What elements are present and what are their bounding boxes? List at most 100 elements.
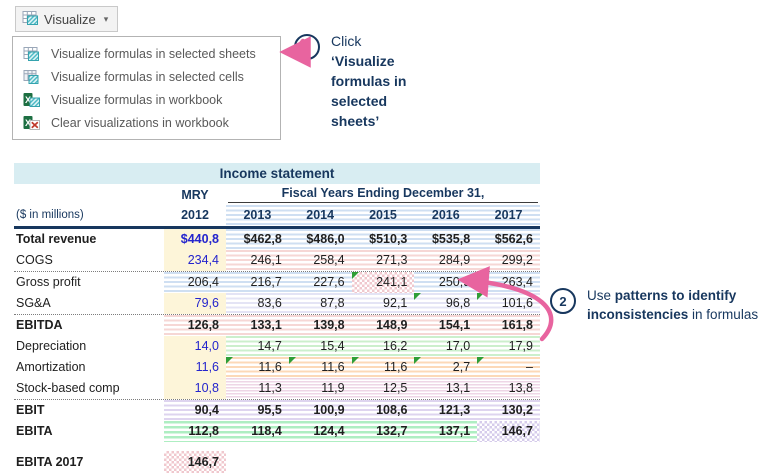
cell-value[interactable]: $462,8 [226, 229, 289, 250]
cell-value[interactable]: 13,8 [477, 378, 540, 399]
cell-value[interactable]: 11,6 [164, 357, 226, 378]
cell-value[interactable]: 132,7 [351, 421, 415, 442]
cell-value[interactable]: 227,6 [288, 272, 352, 293]
cell-value[interactable]: 146,7 [477, 421, 540, 442]
cell-value[interactable]: 154,1 [414, 315, 478, 336]
cell-value[interactable]: 263,4 [477, 272, 540, 293]
cell-value[interactable]: 100,9 [288, 400, 352, 421]
row-label: Depreciation [16, 339, 87, 353]
visualize-button[interactable]: Visualize ▾ [15, 6, 119, 32]
cell-value[interactable]: 241,1 [351, 272, 415, 293]
visualize-grid-icon [22, 10, 39, 29]
annotation-step-2: 2 Use patterns to identify inconsistenci… [550, 286, 765, 324]
menu-item-visualize-workbook[interactable]: X Visualize formulas in workbook [13, 88, 280, 111]
cell-value[interactable]: 137,1 [414, 421, 478, 442]
cell-value[interactable]: 234,4 [164, 250, 226, 271]
row-label: Stock-based comp [16, 381, 120, 395]
year-header-2014[interactable]: 2014 [288, 205, 352, 226]
cell-value[interactable]: $510,3 [351, 229, 415, 250]
cell-value[interactable]: 130,2 [477, 400, 540, 421]
cell-value[interactable]: $440,8 [164, 229, 226, 250]
cell-value[interactable]: 161,8 [477, 315, 540, 336]
cell-value[interactable]: 124,4 [288, 421, 352, 442]
step-2-badge: 2 [550, 288, 576, 314]
cell-value[interactable]: 139,8 [288, 315, 352, 336]
menu-item-visualize-selected-sheets[interactable]: Visualize formulas in selected sheets [13, 42, 280, 65]
cell-value[interactable]: 92,1 [351, 293, 415, 314]
cell-value[interactable]: 101,6 [477, 293, 540, 314]
cell-value[interactable]: 14,7 [226, 336, 289, 357]
cell-value[interactable]: 112,8 [164, 421, 226, 442]
table-row: Total revenue $440,8 $462,8 $486,0 $510,3 $53… [14, 229, 540, 250]
cell-value[interactable]: $562,6 [477, 229, 540, 250]
formula-warning-corner [477, 293, 485, 300]
cell-value[interactable]: 15,4 [288, 336, 352, 357]
cell-value[interactable]: 90,4 [164, 400, 226, 421]
table-row: EBIT 90,4 95,5 100,9 108,6 121,3 130,2 [14, 400, 540, 421]
cell-value[interactable]: 11,6 [226, 357, 289, 378]
table-title: Income statement [14, 163, 540, 184]
cell-value[interactable]: 148,9 [351, 315, 415, 336]
cell-value[interactable]: 216,7 [226, 272, 289, 293]
cell-value[interactable]: 206,4 [164, 272, 226, 293]
dropdown-caret-icon: ▾ [103, 13, 109, 24]
menu-item-label: Clear visualizations in workbook [51, 115, 229, 130]
cell-value[interactable]: 146,7 [164, 451, 226, 473]
cell-value[interactable]: 17,9 [477, 336, 540, 357]
formula-warning-corner [351, 357, 359, 364]
cell-value[interactable]: 96,8 [414, 293, 478, 314]
cell-value[interactable]: 271,3 [351, 250, 415, 271]
cell-value[interactable]: 95,5 [226, 400, 289, 421]
table-row: EBITDA 126,8 133,1 139,8 148,9 154,1 161,8 [14, 315, 540, 336]
cell-value[interactable]: 258,4 [288, 250, 352, 271]
cell-value[interactable]: 16,2 [351, 336, 415, 357]
cell-value[interactable]: 133,1 [226, 315, 289, 336]
formula-warning-corner [414, 293, 422, 300]
formula-warning-corner [226, 357, 233, 364]
table-header-fiscal: MRY Fiscal Years Ending December 31, [14, 184, 540, 205]
step-2-text: Use patterns to identify inconsistencies… [587, 288, 759, 323]
cell-value[interactable]: 10,8 [164, 378, 226, 399]
cell-value[interactable]: 246,1 [226, 250, 289, 271]
cell-value[interactable]: 2,7 [414, 357, 478, 378]
cell-value[interactable]: 12,5 [351, 378, 415, 399]
menu-item-visualize-selected-cells[interactable]: Visualize formulas in selected cells [13, 65, 280, 88]
row-label: Amortization [16, 360, 86, 374]
menu-item-clear-visualizations[interactable]: X Clear visualizations in workbook [13, 111, 280, 134]
table-body: Total revenue $440,8 $462,8 $486,0 $510,3 $53… [14, 229, 540, 442]
cell-value[interactable]: 87,8 [288, 293, 352, 314]
year-header-2015[interactable]: 2015 [351, 205, 415, 226]
cell-value[interactable]: 284,9 [414, 250, 478, 271]
cell-value[interactable]: 79,6 [164, 293, 226, 314]
row-label: Gross profit [16, 275, 81, 289]
year-header-2013[interactable]: 2013 [226, 205, 289, 226]
cell-value[interactable]: 13,1 [414, 378, 478, 399]
svg-text:X: X [25, 118, 31, 128]
step-1-text: Click ‘Visualize formulas in selected sh… [331, 33, 407, 129]
cell-value[interactable]: $535,8 [414, 229, 478, 250]
year-header-2017[interactable]: 2017 [477, 205, 540, 226]
cell-value[interactable]: 299,2 [477, 250, 540, 271]
cell-value[interactable]: 250,9 [414, 272, 478, 293]
cell-value[interactable]: 126,8 [164, 315, 226, 336]
cell-value[interactable]: 83,6 [226, 293, 289, 314]
cell-value[interactable]: $486,0 [288, 229, 352, 250]
cell-value[interactable]: 14,0 [164, 336, 226, 357]
cell-value[interactable]: – [477, 357, 540, 378]
cell-value[interactable]: 17,0 [414, 336, 478, 357]
cell-value[interactable]: 11,6 [351, 357, 415, 378]
cell-value[interactable]: 118,4 [226, 421, 289, 442]
cell-value[interactable]: 11,9 [288, 378, 352, 399]
year-header-2016[interactable]: 2016 [414, 205, 478, 226]
table-row: SG&A 79,6 83,6 87,8 92,1 96,8 101,6 [14, 293, 540, 315]
menu-item-label: Visualize formulas in selected cells [51, 69, 244, 84]
cell-value[interactable]: 11,3 [226, 378, 289, 399]
annotation-step-1: 1 Click ‘Visualize formulas in selected … [294, 32, 435, 131]
year-header-2012[interactable]: 2012 [181, 208, 209, 222]
step-1-badge: 1 [294, 34, 320, 60]
cell-value[interactable]: 11,6 [288, 357, 352, 378]
table-row: EBITA 112,8 118,4 124,4 132,7 137,1 146,7 [14, 421, 540, 442]
svg-text:X: X [25, 95, 31, 105]
cell-value[interactable]: 108,6 [351, 400, 415, 421]
cell-value[interactable]: 121,3 [414, 400, 478, 421]
